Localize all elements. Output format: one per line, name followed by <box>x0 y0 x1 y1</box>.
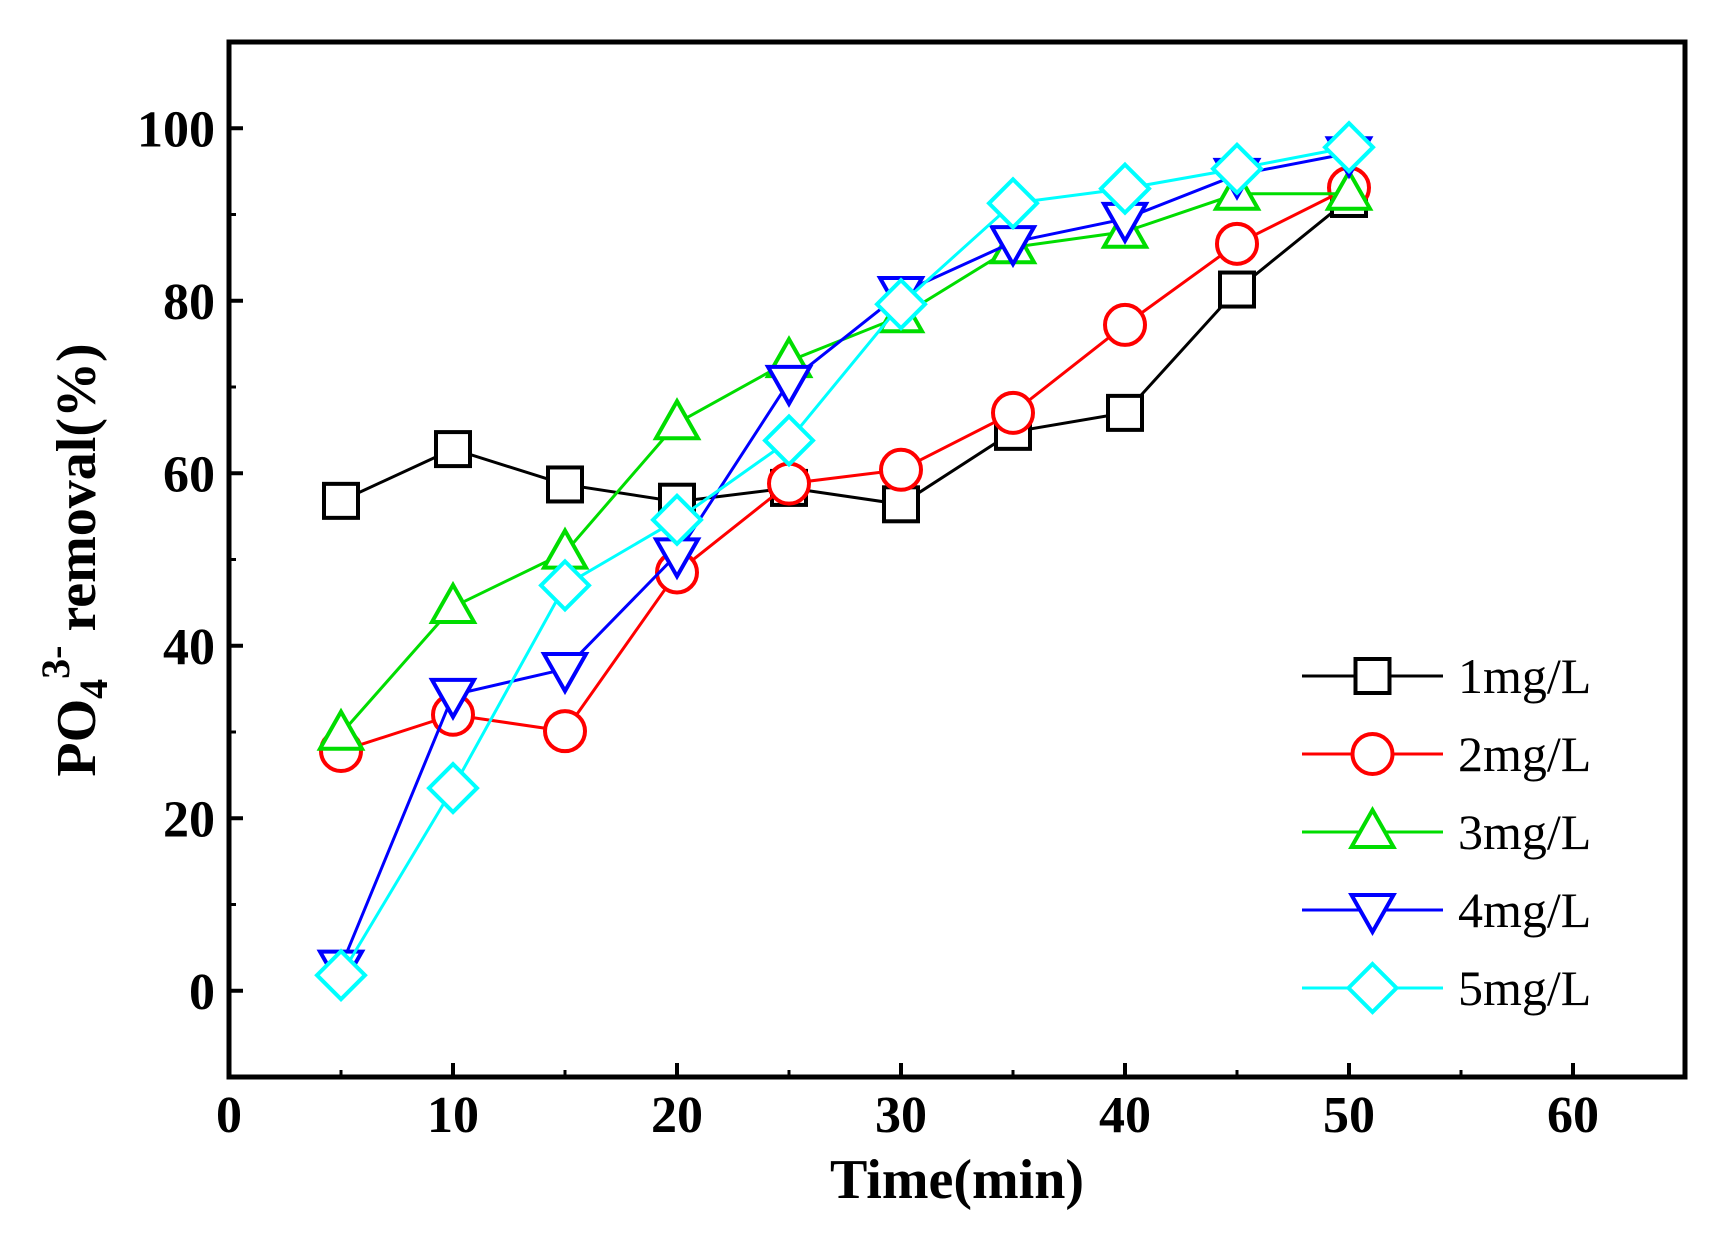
diamond-marker <box>426 761 480 815</box>
x-tick-label: 60 <box>1547 1087 1599 1144</box>
diamond-marker <box>1322 120 1376 175</box>
series-2 <box>319 165 1371 773</box>
y-axis-title-base: PO <box>46 699 108 777</box>
x-tick-label: 20 <box>651 1087 703 1144</box>
legend-item: 4mg/L <box>1302 882 1591 938</box>
series-line <box>340 197 1350 506</box>
series-line <box>339 192 1349 735</box>
triangle-up-marker <box>428 580 478 624</box>
y-axis-title-rest: removal(%) <box>46 343 108 645</box>
square-marker <box>434 430 472 469</box>
legend-label: 5mg/L <box>1458 960 1591 1016</box>
legend-item: 2mg/L <box>1302 726 1591 782</box>
y-tick-label: 0 <box>189 964 215 1021</box>
y-tick-label: 40 <box>163 619 215 676</box>
diamond-marker <box>762 413 816 468</box>
series-layer <box>314 120 1376 1003</box>
axis-ticks: 0 10 20 30 40 50 60 0 20 40 60 80 100 <box>137 101 1599 1144</box>
circle-marker <box>543 709 587 754</box>
y-tick-label: 60 <box>163 446 215 503</box>
diamond-marker <box>874 277 928 332</box>
circle-marker <box>1215 221 1259 266</box>
triangle-up-marker <box>1324 167 1374 211</box>
square-marker <box>546 465 584 504</box>
y-axis-title-subscript: 4 <box>71 679 116 699</box>
triangle-down-marker <box>764 364 814 408</box>
series-5 <box>314 120 1376 1003</box>
series-3 <box>316 167 1374 751</box>
triangle-up-marker <box>652 397 702 441</box>
y-tick-label: 100 <box>137 101 215 158</box>
diamond-marker <box>986 176 1040 231</box>
series-1 <box>322 179 1368 524</box>
diamond-marker <box>650 492 704 547</box>
diamond-marker <box>1098 161 1152 216</box>
legend-item: 5mg/L <box>1302 960 1591 1016</box>
y-axis-title: PO43- removal(%) <box>33 343 116 776</box>
x-tick-label: 10 <box>427 1087 479 1144</box>
triangle-down-marker <box>428 677 478 721</box>
triangle-down-marker <box>540 652 590 696</box>
circle-marker <box>1103 302 1147 347</box>
diamond-marker <box>538 558 592 613</box>
legend: 1mg/L 2mg/L 3mg/L 4mg/L 5mg/L <box>1302 648 1591 1016</box>
series-4 <box>316 136 1374 993</box>
series-line <box>339 145 1350 976</box>
diamond-marker <box>1210 141 1264 196</box>
legend-label: 4mg/L <box>1458 882 1591 938</box>
square-marker <box>882 485 920 524</box>
circle-marker <box>767 461 811 506</box>
legend-item: 3mg/L <box>1302 804 1591 860</box>
series-line <box>339 151 1350 968</box>
x-tick-label: 50 <box>1323 1087 1375 1144</box>
x-axis-title: Time(min) <box>830 1149 1084 1211</box>
legend-label: 2mg/L <box>1458 726 1591 782</box>
circle-marker <box>991 390 1035 435</box>
triangle-down-marker <box>1348 893 1397 937</box>
square-marker <box>1218 270 1256 309</box>
x-tick-label: 0 <box>216 1087 242 1144</box>
y-tick-label: 80 <box>163 274 215 331</box>
x-tick-label: 40 <box>1099 1087 1151 1144</box>
series-line <box>340 186 1350 753</box>
circle-marker <box>1350 732 1395 776</box>
square-marker <box>1106 393 1144 432</box>
y-tick-label: 20 <box>163 791 215 848</box>
diamond-marker <box>314 948 368 1003</box>
triangle-up-marker <box>316 707 366 751</box>
triangle-up-marker <box>1348 805 1397 849</box>
legend-item: 1mg/L <box>1302 648 1591 704</box>
legend-label: 3mg/L <box>1458 804 1591 860</box>
diamond-marker <box>1345 961 1400 1015</box>
square-marker <box>322 481 360 520</box>
circle-marker <box>879 447 923 492</box>
x-tick-label: 30 <box>875 1087 927 1144</box>
legend-label: 1mg/L <box>1458 648 1591 704</box>
y-axis-title-superscript: 3- <box>33 646 78 679</box>
square-marker <box>1353 657 1392 695</box>
